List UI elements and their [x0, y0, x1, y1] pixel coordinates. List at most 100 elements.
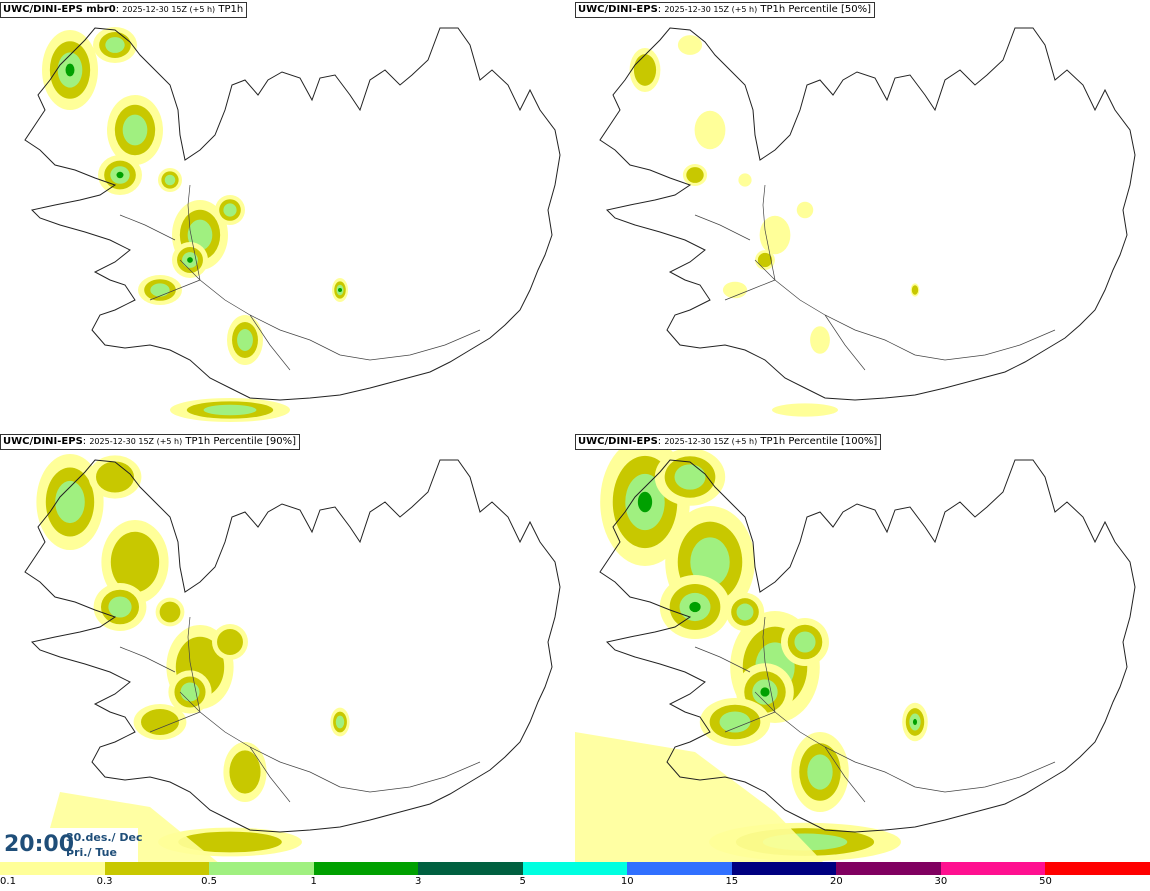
precip-area	[810, 326, 830, 354]
precip-area	[95, 461, 135, 493]
precip-area	[637, 491, 653, 513]
iceland-map	[575, 438, 1136, 864]
precip-area	[677, 35, 703, 55]
precip-area	[807, 754, 833, 790]
colorbar-label: 10	[620, 876, 634, 887]
product-name: TP1h Percentile [90%]	[185, 436, 296, 447]
precip-area	[110, 531, 160, 593]
colorbar-segment	[522, 862, 628, 875]
precip-area	[690, 537, 730, 587]
precip-area	[65, 63, 75, 77]
colorbar-label: 15	[725, 876, 739, 887]
map-panel-p100: UWC/DINI-EPS: 2025-12-30 15Z (+5 h) TP1h…	[575, 432, 1150, 864]
precip-area	[722, 281, 748, 299]
map-panel-p90: UWC/DINI-EPS: 2025-12-30 15Z (+5 h) TP1h…	[0, 432, 575, 864]
precip-area	[694, 110, 726, 150]
precip-area	[335, 715, 345, 729]
precip-area	[736, 603, 754, 621]
precip-area	[178, 831, 282, 853]
panel-title: UWC/DINI-EPS mbr0: 2025-12-30 15Z (+5 h)…	[0, 2, 248, 18]
precip-band	[575, 732, 825, 864]
road-network	[694, 616, 1056, 803]
precip-area	[55, 480, 85, 524]
model-name: UWC/DINI-EPS	[578, 436, 658, 447]
precip-area	[108, 596, 132, 618]
colorbar-segment	[209, 862, 314, 875]
precip-colorbar	[0, 862, 1150, 875]
iceland-map	[24, 454, 561, 864]
precip-area	[338, 288, 342, 292]
coastline	[24, 27, 561, 401]
colorbar-label: 1	[310, 876, 317, 887]
precip-area	[140, 709, 180, 735]
colorbar-segment	[1045, 862, 1150, 875]
colorbar-label: 5	[519, 876, 526, 887]
precip-area	[237, 329, 253, 351]
colorbar-label: 20	[829, 876, 843, 887]
colorbar-segment	[418, 862, 523, 875]
product-name: TP1h	[218, 4, 244, 15]
precip-area	[633, 54, 657, 86]
precip-area	[122, 114, 148, 146]
precip-area	[217, 629, 243, 655]
model-name: UWC/DINI-EPS	[578, 4, 658, 15]
run-time: 2025-12-30 15Z (+5 h)	[664, 437, 758, 446]
valid-date: 30.des./ Dec	[66, 831, 143, 844]
colorbar-segment	[731, 862, 837, 875]
valid-time: 20:00	[4, 832, 75, 857]
precip-area	[772, 403, 838, 417]
colorbar-label: 30	[934, 876, 948, 887]
precip-area	[759, 215, 791, 255]
iceland-map	[24, 27, 561, 422]
panel-title: UWC/DINI-EPS: 2025-12-30 15Z (+5 h) TP1h…	[575, 2, 875, 18]
run-time: 2025-12-30 15Z (+5 h)	[89, 437, 183, 446]
precip-area	[105, 37, 125, 53]
precip-area	[719, 711, 751, 733]
colorbar-segment	[313, 862, 419, 875]
iceland-map	[599, 27, 1136, 417]
colorbar-segment	[104, 862, 210, 875]
precip-area	[757, 252, 773, 268]
precip-area	[159, 601, 181, 623]
precip-area	[180, 682, 200, 702]
coastline	[24, 459, 561, 833]
valid-time-box: 20:00 30.des./ Dec Þri./ Tue	[0, 828, 143, 862]
valid-weekday: Þri./ Tue	[66, 846, 117, 859]
model-name: UWC/DINI-EPS	[3, 436, 83, 447]
precip-area	[686, 167, 704, 183]
precip-area	[223, 203, 237, 217]
precip-area	[912, 718, 918, 726]
run-time: 2025-12-30 15Z (+5 h)	[664, 5, 758, 14]
map-panel-p50: UWC/DINI-EPS: 2025-12-30 15Z (+5 h) TP1h…	[575, 0, 1150, 432]
colorbar-labels: 0.1 0.3 0.5 1 3 5 10 15 20 30 50	[0, 876, 1150, 890]
colorbar-segment	[0, 862, 105, 875]
road-network	[119, 184, 481, 371]
precip-area	[794, 631, 816, 653]
precip-area	[911, 285, 919, 295]
colorbar-label: 0.1	[0, 876, 16, 887]
colorbar-segment	[836, 862, 941, 875]
road-network	[119, 616, 481, 803]
precip-area	[150, 283, 170, 297]
precip-area	[689, 601, 701, 613]
colorbar-segment	[940, 862, 1046, 875]
road-network	[694, 184, 1056, 371]
coastline	[599, 27, 1136, 401]
precip-area	[203, 404, 257, 416]
colorbar-label: 0.3	[96, 876, 113, 887]
precip-area	[674, 464, 706, 490]
colorbar-label: 0.5	[201, 876, 218, 887]
panel-title: UWC/DINI-EPS: 2025-12-30 15Z (+5 h) TP1h…	[575, 434, 882, 450]
map-panel-mbr0: UWC/DINI-EPS mbr0: 2025-12-30 15Z (+5 h)…	[0, 0, 575, 432]
colorbar-segment	[627, 862, 732, 875]
colorbar-label: 50	[1039, 876, 1052, 887]
product-name: TP1h Percentile [100%]	[760, 436, 878, 447]
precip-area	[164, 174, 176, 186]
panel-title: UWC/DINI-EPS: 2025-12-30 15Z (+5 h) TP1h…	[0, 434, 300, 450]
precip-area	[116, 171, 124, 179]
coastline	[599, 459, 1136, 833]
product-name: TP1h Percentile [50%]	[760, 4, 871, 15]
precip-area	[229, 750, 261, 794]
model-name: UWC/DINI-EPS mbr0	[3, 4, 116, 15]
precip-area	[738, 173, 752, 187]
